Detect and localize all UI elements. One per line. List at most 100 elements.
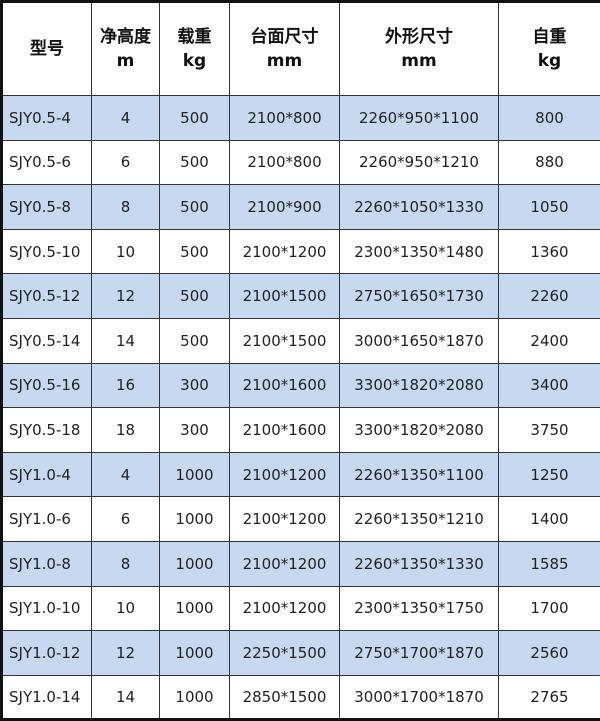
cell-platform-size: 2100*1200 — [230, 229, 340, 274]
cell-load: 500 — [160, 229, 230, 274]
cell-model: SJY0.5-10 — [2, 229, 92, 274]
cell-model: SJY0.5-4 — [2, 96, 92, 141]
header-model: 型号 — [2, 2, 92, 96]
header-unit: mm — [340, 49, 498, 73]
cell-load: 1000 — [160, 497, 230, 542]
cell-height: 16 — [92, 363, 160, 408]
cell-weight: 2765 — [499, 675, 600, 720]
cell-weight: 1250 — [499, 452, 600, 497]
cell-load: 500 — [160, 140, 230, 185]
cell-model: SJY0.5-8 — [2, 185, 92, 230]
cell-model: SJY1.0-10 — [2, 586, 92, 631]
cell-platform-size: 2100*800 — [230, 96, 340, 141]
header-label: 外形尺寸 — [340, 25, 498, 49]
cell-weight: 3400 — [499, 363, 600, 408]
cell-model: SJY0.5-14 — [2, 318, 92, 363]
cell-load: 1000 — [160, 586, 230, 631]
cell-overall-size: 2750*1650*1730 — [340, 274, 499, 319]
cell-overall-size: 2260*1350*1210 — [340, 497, 499, 542]
cell-load: 1000 — [160, 631, 230, 676]
cell-platform-size: 2250*1500 — [230, 631, 340, 676]
cell-overall-size: 2260*950*1100 — [340, 96, 499, 141]
cell-height: 4 — [92, 452, 160, 497]
header-label: 净高度 — [92, 25, 159, 49]
cell-load: 1000 — [160, 452, 230, 497]
cell-platform-size: 2100*900 — [230, 185, 340, 230]
cell-platform-size: 2100*1200 — [230, 497, 340, 542]
cell-overall-size: 2260*1050*1330 — [340, 185, 499, 230]
cell-model: SJY1.0-12 — [2, 631, 92, 676]
cell-overall-size: 2750*1700*1870 — [340, 631, 499, 676]
cell-weight: 2400 — [499, 318, 600, 363]
cell-load: 300 — [160, 408, 230, 453]
cell-height: 14 — [92, 675, 160, 720]
cell-platform-size: 2100*1200 — [230, 541, 340, 586]
cell-weight: 880 — [499, 140, 600, 185]
cell-height: 10 — [92, 229, 160, 274]
cell-weight: 800 — [499, 96, 600, 141]
cell-model: SJY1.0-14 — [2, 675, 92, 720]
header-unit: m — [92, 49, 159, 73]
cell-overall-size: 2300*1350*1750 — [340, 586, 499, 631]
cell-model: SJY0.5-18 — [2, 408, 92, 453]
cell-height: 14 — [92, 318, 160, 363]
cell-weight: 1400 — [499, 497, 600, 542]
header-label: 型号 — [3, 37, 91, 61]
cell-platform-size: 2100*1600 — [230, 408, 340, 453]
cell-load: 500 — [160, 318, 230, 363]
cell-overall-size: 2300*1350*1480 — [340, 229, 499, 274]
cell-overall-size: 2260*1350*1100 — [340, 452, 499, 497]
header-unit: kg — [499, 49, 600, 73]
cell-load: 1000 — [160, 675, 230, 720]
cell-height: 8 — [92, 185, 160, 230]
cell-model: SJY0.5-16 — [2, 363, 92, 408]
header-label: 台面尺寸 — [230, 25, 339, 49]
cell-load: 1000 — [160, 541, 230, 586]
cell-platform-size: 2850*1500 — [230, 675, 340, 720]
header-label: 载重 — [160, 25, 229, 49]
cell-height: 12 — [92, 274, 160, 319]
cell-platform-size: 2100*1200 — [230, 586, 340, 631]
cell-overall-size: 3000*1650*1870 — [340, 318, 499, 363]
cell-overall-size: 3000*1700*1870 — [340, 675, 499, 720]
header-unit: mm — [230, 49, 339, 73]
cell-weight: 2560 — [499, 631, 600, 676]
cell-overall-size: 2260*950*1210 — [340, 140, 499, 185]
cell-load: 500 — [160, 96, 230, 141]
cell-platform-size: 2100*1600 — [230, 363, 340, 408]
cell-height: 18 — [92, 408, 160, 453]
cell-weight: 3750 — [499, 408, 600, 453]
cell-platform-size: 2100*1200 — [230, 452, 340, 497]
cell-weight: 1700 — [499, 586, 600, 631]
cell-overall-size: 3300*1820*2080 — [340, 363, 499, 408]
cell-model: SJY0.5-12 — [2, 274, 92, 319]
cell-platform-size: 2100*800 — [230, 140, 340, 185]
cell-load: 300 — [160, 363, 230, 408]
cell-height: 10 — [92, 586, 160, 631]
cell-height: 6 — [92, 140, 160, 185]
cell-height: 12 — [92, 631, 160, 676]
cell-platform-size: 2100*1500 — [230, 318, 340, 363]
cell-overall-size: 2260*1350*1330 — [340, 541, 499, 586]
cell-weight: 2260 — [499, 274, 600, 319]
cell-weight: 1360 — [499, 229, 600, 274]
cell-model: SJY1.0-8 — [2, 541, 92, 586]
cell-model: SJY0.5-6 — [2, 140, 92, 185]
cell-platform-size: 2100*1500 — [230, 274, 340, 319]
